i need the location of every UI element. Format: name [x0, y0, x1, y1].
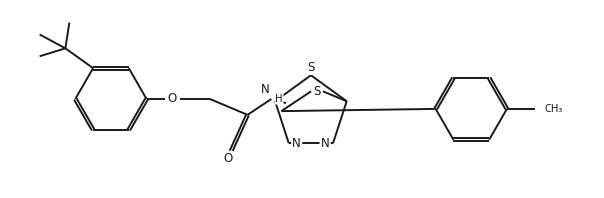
Text: N: N	[261, 83, 270, 96]
Text: S: S	[307, 61, 315, 74]
Text: N: N	[292, 137, 301, 150]
Text: O: O	[223, 152, 233, 165]
Text: H: H	[275, 94, 283, 104]
Text: N: N	[321, 137, 329, 150]
Text: CH₃: CH₃	[545, 104, 563, 114]
Text: S: S	[313, 85, 321, 98]
Text: O: O	[168, 92, 177, 106]
